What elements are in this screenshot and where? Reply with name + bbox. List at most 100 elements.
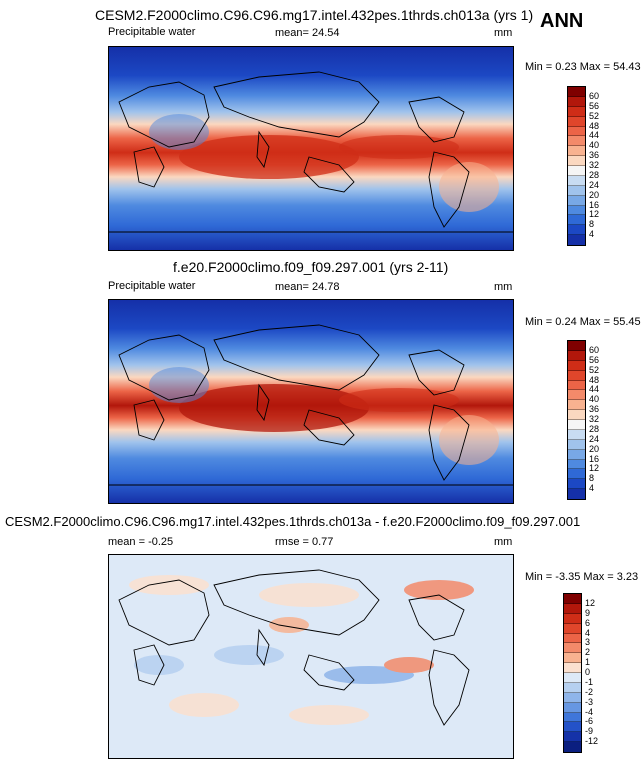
panel3-rmse: rmse = 0.77 [275, 536, 333, 548]
panel1-max-value: 54.43 [613, 61, 641, 73]
colorbar-cell [564, 633, 581, 644]
panel3-max-value: 3.23 [616, 571, 639, 583]
colorbar-tick-label: -1 [585, 676, 594, 687]
colorbar-tick-label: 32 [589, 160, 600, 170]
colorbar-tick-label: 44 [589, 130, 600, 141]
panel2-mean-value: 24.78 [312, 281, 340, 293]
colorbar-cell [564, 613, 581, 624]
panel3-map-field [109, 555, 513, 758]
panel3-colorbar [563, 593, 582, 753]
colorbar-cell [564, 663, 581, 673]
colorbar-cell [568, 235, 585, 245]
colorbar-tick-label: 24 [589, 433, 600, 444]
panel1-minmax: Min = 0.23 Max = 54.43 [525, 61, 641, 73]
colorbar-tick-label: -2 [585, 686, 594, 697]
colorbar-tick-label: 40 [589, 394, 600, 405]
colorbar-cell [568, 185, 585, 196]
panel3-mean: mean = -0.25 [108, 536, 173, 548]
panel3-map [108, 554, 514, 759]
colorbar-tick-label: 48 [589, 374, 600, 385]
colorbar-cell [568, 225, 585, 236]
colorbar-cell [568, 96, 585, 107]
panel1-mean-value: 24.54 [312, 27, 340, 39]
colorbar-cell [564, 712, 581, 723]
colorbar-tick-label: 20 [589, 443, 600, 454]
colorbar-tick-label: 60 [589, 90, 600, 101]
colorbar-tick-label: 60 [589, 344, 600, 355]
colorbar-tick-label: 20 [589, 189, 600, 200]
colorbar-tick-label: 40 [589, 140, 600, 151]
colorbar-tick-label: 52 [589, 110, 600, 121]
colorbar-tick-label: 8 [589, 473, 595, 484]
panel2-min-value: 0.24 [555, 316, 577, 328]
colorbar-cell [568, 215, 585, 226]
panel1-map-field [109, 47, 513, 250]
colorbar-cell [564, 594, 581, 604]
colorbar-cell [564, 742, 581, 752]
colorbar-cell [568, 479, 585, 490]
panel3-mean-value: -0.25 [148, 536, 174, 548]
panel1-min-value: 0.23 [555, 61, 577, 73]
colorbar-cell [564, 653, 581, 664]
colorbar-tick-label: 16 [589, 199, 600, 210]
colorbar-tick-label: -4 [585, 706, 594, 717]
colorbar-cell [564, 623, 581, 634]
colorbar-cell [564, 682, 581, 693]
colorbar-cell [568, 87, 585, 97]
colorbar-tick-label: 56 [589, 100, 600, 111]
panel1-mean: mean= 24.54 [275, 27, 340, 39]
panel2-min-label: Min = [525, 316, 553, 328]
colorbar-cell [568, 429, 585, 440]
colorbar-cell [564, 702, 581, 713]
colorbar-cell [568, 390, 585, 401]
panel3-rmse-label: rmse = [275, 536, 309, 548]
colorbar-tick-label: -9 [585, 726, 594, 737]
panel2-variable: Precipitable water [108, 280, 196, 292]
colorbar-cell [568, 410, 585, 420]
colorbar-tick-label: 48 [589, 120, 600, 131]
colorbar-cell [564, 692, 581, 703]
panel3-rmse-value: 0.77 [312, 536, 334, 548]
colorbar-cell [568, 360, 585, 371]
colorbar-tick-label: 28 [589, 169, 600, 180]
panel3-title: CESM2.F2000climo.C96.C96.mg17.intel.432p… [5, 514, 581, 529]
colorbar-cell [568, 116, 585, 127]
panel1-units: mm [494, 27, 513, 39]
colorbar-cell [568, 156, 585, 166]
panel2-map-field [109, 300, 513, 503]
panel1-variable: Precipitable water [108, 26, 196, 38]
colorbar-cell [568, 370, 585, 381]
colorbar-tick-label: 1 [585, 657, 591, 668]
colorbar-tick-label: 24 [589, 179, 600, 190]
season-label: ANN [540, 10, 584, 32]
colorbar-tick-label: -3 [585, 696, 594, 707]
panel3-min-label: Min = [525, 571, 553, 583]
colorbar-cell [568, 106, 585, 117]
colorbar-cell [568, 469, 585, 480]
colorbar-cell [564, 603, 581, 614]
panel2-units: mm [494, 281, 513, 293]
colorbar-cell [568, 195, 585, 206]
panel2-max-label: Max = [579, 316, 611, 328]
panel2-map [108, 299, 514, 504]
panel2-mean-label: mean= [275, 281, 309, 293]
panel2-max-value: 55.45 [613, 316, 641, 328]
colorbar-cell [564, 643, 581, 654]
colorbar-cell [568, 439, 585, 450]
colorbar-cell [568, 449, 585, 460]
colorbar-tick-label: 4 [589, 483, 595, 494]
colorbar-cell [564, 722, 581, 733]
colorbar-cell [568, 350, 585, 361]
colorbar-tick-label: 12 [585, 597, 596, 608]
colorbar-tick-label: 28 [589, 423, 600, 434]
colorbar-cell [568, 400, 585, 411]
colorbar-tick-label: 0 [585, 667, 591, 677]
colorbar-cell [568, 166, 585, 176]
colorbar-tick-label: 4 [585, 627, 591, 638]
colorbar-cell [568, 136, 585, 147]
colorbar-tick-label: 9 [585, 607, 591, 618]
colorbar-tick-label: 6 [585, 617, 591, 628]
panel2-colorbar [567, 340, 586, 500]
colorbar-tick-label: 12 [589, 463, 600, 474]
colorbar-tick-label: 4 [589, 229, 595, 240]
